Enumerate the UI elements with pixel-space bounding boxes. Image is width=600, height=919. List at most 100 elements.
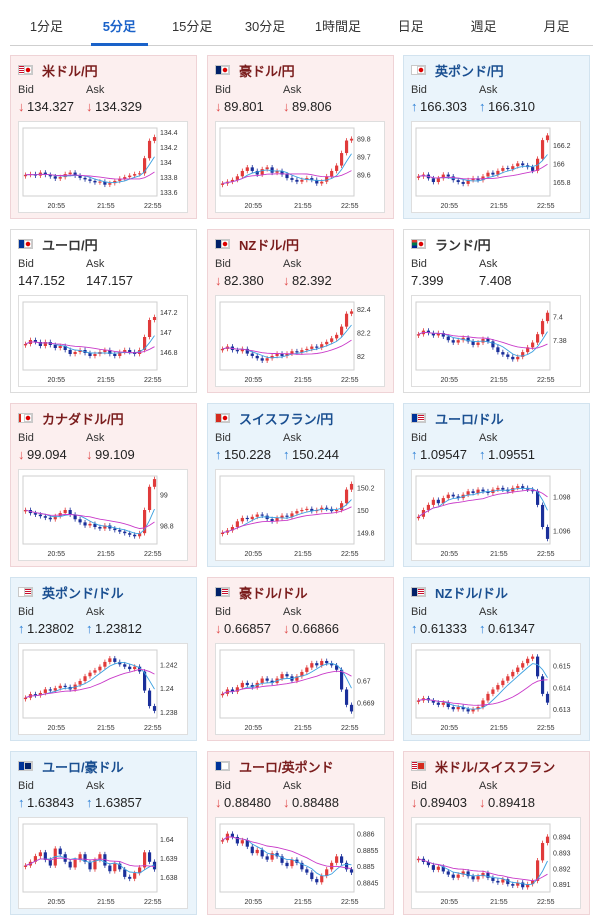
tab-7[interactable]: 月足: [543, 19, 570, 34]
price-chart[interactable]: 1.242 1.24 1.238 20:55 21:55 22:55: [18, 643, 188, 735]
currency-card[interactable]: スイスフラン/円 Bid Ask ↑ 150.228 ↑ 150.244 150.2 150 14…: [207, 403, 394, 567]
candle-body: [88, 672, 92, 677]
candle-body: [58, 346, 62, 348]
candle-body: [325, 507, 329, 509]
currency-card[interactable]: 米ドル/円 Bid Ask ↓ 134.327 ↓ 134.329 134.4 134.2 134…: [10, 55, 197, 219]
pair-name-link[interactable]: 英ポンド/円: [435, 63, 504, 79]
candle-body: [545, 693, 550, 703]
candle-body: [536, 334, 540, 343]
pair-name-link[interactable]: NZドル/ドル: [435, 585, 508, 601]
currency-card[interactable]: ランド/円 Bid Ask 7.399 7.408 7.4 7.38 20:55 21:55 22…: [403, 229, 590, 393]
pair-name-link[interactable]: ユーロ/豪ドル: [42, 759, 124, 775]
tab-4[interactable]: 1時間足: [314, 19, 362, 34]
price-chart[interactable]: 7.4 7.38 20:55 21:55 22:55: [411, 295, 581, 387]
candle-body: [240, 840, 244, 844]
pair-name-link[interactable]: 米ドル/スイスフラン: [435, 759, 556, 775]
chart-plot-area: [415, 127, 551, 197]
currency-flag-icon: [18, 413, 33, 423]
pair-name-link[interactable]: NZドル/円: [239, 237, 299, 253]
currency-flag-icon: [411, 239, 426, 249]
pair-name-link[interactable]: スイスフラン/円: [239, 411, 334, 427]
currency-card[interactable]: ユーロ/豪ドル Bid Ask ↑ 1.63843 ↑ 1.63857 1.64 1.639 1.…: [10, 751, 197, 915]
currency-card[interactable]: 英ポンド/円 Bid Ask ↑ 166.303 ↑ 166.310 166.2 166 165.…: [403, 55, 590, 219]
candle-body: [290, 859, 294, 867]
ma-long-line: [222, 339, 352, 355]
tab-6[interactable]: 週足: [470, 19, 497, 34]
candle-body: [108, 658, 112, 662]
candle-body: [275, 170, 279, 173]
candle-body: [506, 354, 510, 357]
candle-body: [220, 183, 225, 185]
currency-card[interactable]: 米ドル/スイスフラン Bid Ask ↓ 0.89403 ↓ 0.89418 0.894 0.8…: [403, 751, 590, 915]
ask-price-value: 0.89418: [488, 795, 535, 810]
card-header: 英ポンド/ドル: [18, 584, 124, 601]
x-tick-label: 21:55: [294, 551, 312, 558]
price-chart[interactable]: 150.2 150 149.8 20:55 21:55 22:55: [215, 469, 385, 561]
pair-name-link[interactable]: ユーロ/円: [42, 237, 98, 253]
candle-body: [330, 338, 334, 342]
y-tick-label: 1.638: [160, 875, 178, 882]
pair-name-link[interactable]: ランド/円: [435, 237, 491, 253]
pair-name-link[interactable]: ユーロ/ドル: [435, 411, 504, 427]
pair-name-link[interactable]: ユーロ/英ポンド: [239, 759, 334, 775]
pair-name-link[interactable]: 米ドル/円: [42, 63, 98, 79]
price-chart[interactable]: 1.098 1.096 20:55 21:55 22:55: [411, 469, 581, 561]
price-chart[interactable]: 82.4 82.2 82 20:55 21:55 22:55: [215, 295, 385, 387]
candle-body: [325, 869, 329, 876]
candle-body: [491, 877, 495, 881]
bid-price: ↓ 0.89403: [411, 795, 467, 810]
price-chart[interactable]: 147.2 147 146.8 20:55 21:55 22:55: [18, 295, 188, 387]
currency-card[interactable]: ユーロ/ドル Bid Ask ↑ 1.09547 ↑ 1.09551 1.098 1.096 20…: [403, 403, 590, 567]
candle-body: [476, 876, 480, 880]
candle-body: [545, 312, 550, 322]
pair-name-link[interactable]: カナダドル/円: [42, 411, 124, 427]
pair-name-link[interactable]: 英ポンド/ドル: [42, 585, 124, 601]
candle-body: [113, 528, 117, 531]
ask-label: Ask: [86, 606, 105, 618]
price-chart[interactable]: 0.615 0.614 0.613 20:55 21:55 22:55: [411, 643, 581, 735]
candle-body: [461, 182, 465, 184]
currency-card[interactable]: ユーロ/英ポンド Bid Ask ↓ 0.88480 ↓ 0.88488 0.886 0.885…: [207, 751, 394, 915]
currency-card[interactable]: NZドル/円 Bid Ask ↓ 82.380 ↓ 82.392 82.4 82.2 82 20:5…: [207, 229, 394, 393]
candle-body: [501, 879, 505, 883]
y-tick-label: 133.8: [160, 175, 178, 182]
price-chart[interactable]: 166.2 166 165.8 20:55 21:55 22:55: [411, 121, 581, 213]
tab-1[interactable]: 5分足: [83, 8, 156, 46]
currency-card[interactable]: カナダドル/円 Bid Ask ↓ 99.094 ↓ 99.109 99 98.8 20:55 21…: [10, 403, 197, 567]
price-chart[interactable]: 0.67 0.669 20:55 21:55 22:55: [215, 643, 385, 735]
candle-body: [152, 861, 157, 870]
price-chart[interactable]: 99 98.8 20:55 21:55 22:55: [18, 469, 188, 561]
candle-body: [456, 707, 460, 710]
x-tick-label: 21:55: [294, 203, 312, 210]
x-tick-label: 21:55: [294, 899, 312, 906]
currency-card[interactable]: NZドル/ドル Bid Ask ↑ 0.61333 ↑ 0.61347 0.615 0.614 0…: [403, 577, 590, 741]
candle-body: [416, 516, 421, 519]
candle-body: [235, 350, 239, 352]
candle-body: [108, 865, 112, 872]
price-chart[interactable]: 0.894 0.893 0.892 0.891 20:55 21:55 22:55: [411, 817, 581, 909]
candle-body: [545, 135, 550, 141]
pair-name-link[interactable]: 豪ドル/円: [239, 63, 295, 79]
tab-3[interactable]: 30分足: [244, 19, 286, 34]
price-chart[interactable]: 134.4 134.2 134 133.8 133.6 20:55 21:55 22:55: [18, 121, 188, 213]
tab-5[interactable]: 日足: [397, 19, 424, 34]
currency-card[interactable]: 豪ドル/円 Bid Ask ↓ 89.801 ↓ 89.806 89.8 89.7 89.6 20:…: [207, 55, 394, 219]
price-chart[interactable]: 89.8 89.7 89.6 20:55 21:55 22:55: [215, 121, 385, 213]
price-chart[interactable]: 1.64 1.639 1.638 20:55 21:55 22:55: [18, 817, 188, 909]
tab-0[interactable]: 1分足: [29, 19, 64, 34]
arrow-up-icon: ↑: [411, 621, 418, 636]
arrow-down-icon: ↓: [283, 795, 290, 810]
currency-card[interactable]: 英ポンド/ドル Bid Ask ↑ 1.23802 ↑ 1.23812 1.242 1.24 1.…: [10, 577, 197, 741]
currency-card[interactable]: ユーロ/円 Bid Ask 147.152 147.157 147.2 147 146.8 20…: [10, 229, 197, 393]
candle-body: [123, 531, 127, 534]
candle-body: [431, 499, 435, 505]
price-chart[interactable]: 0.886 0.8855 0.885 0.8845 20:55 21:55 22:55: [215, 817, 385, 909]
ma-long-line: [418, 163, 548, 180]
tab-2[interactable]: 15分足: [171, 19, 213, 34]
candle-body: [325, 176, 329, 182]
currency-card[interactable]: 豪ドル/ドル Bid Ask ↓ 0.66857 ↓ 0.66866 0.67 0.669 20:…: [207, 577, 394, 741]
pair-name-link[interactable]: 豪ドル/ドル: [239, 585, 308, 601]
ask-label: Ask: [479, 84, 498, 96]
card-header: ユーロ/豪ドル: [18, 758, 124, 775]
candle-body: [305, 667, 309, 672]
